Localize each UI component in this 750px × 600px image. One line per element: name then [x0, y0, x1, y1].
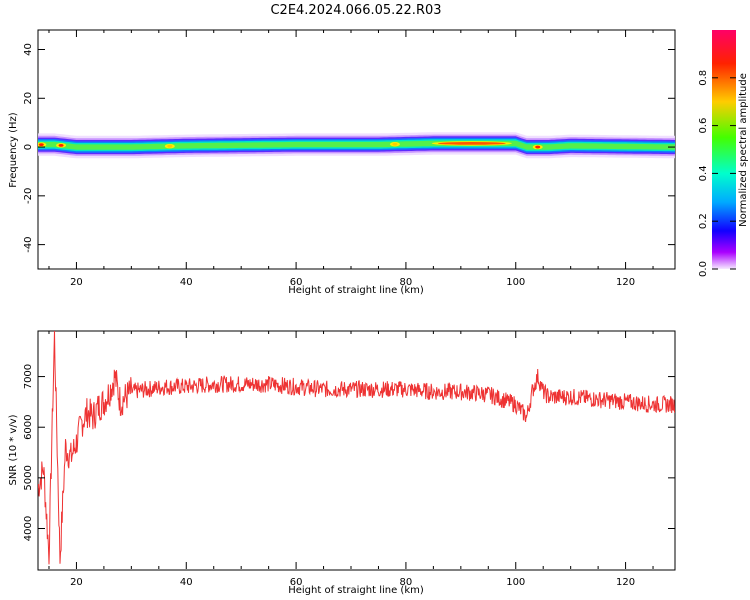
snr-ytick-label: 5000: [23, 465, 34, 490]
snr-series-line: [38, 331, 675, 565]
snr-ytick-label: 6000: [23, 414, 34, 439]
snr-frame: [37, 330, 676, 571]
colorbar: 0.0 0.2 0.4 0.6 0.8 Normalized spectral ampl…: [698, 30, 749, 277]
snr-xtick-label: 60: [290, 577, 303, 588]
spectrogram-ytick-label: 40: [23, 43, 34, 56]
spectrogram-xlabel: Height of straight line (km): [288, 285, 424, 296]
colorbar-tick-label: 0.0: [698, 261, 709, 277]
snr-ytick-label: 4000: [23, 516, 34, 541]
snr-xtick-label: 100: [506, 577, 525, 588]
spectrogram-xtick-label: 100: [506, 277, 525, 288]
spectrogram-ytick-label: 20: [23, 92, 34, 105]
colorbar-label: Normalized spectral amplitude: [738, 73, 749, 227]
colorbar-tick-label: 0.6: [698, 118, 709, 134]
snr-panel: 20 40 60 80 100 120 4000 5000 6000 7000 Height of…: [8, 330, 676, 596]
colorbar-tick-label: 0.4: [698, 165, 709, 181]
snr-xtick-label: 80: [400, 577, 413, 588]
spectrogram-xtick-label: 60: [290, 277, 303, 288]
spectrogram-hotspot: [392, 142, 398, 146]
snr-xtick-label: 120: [616, 577, 635, 588]
snr-xlabel: Height of straight line (km): [288, 585, 424, 596]
spectrogram-hotspot: [437, 142, 506, 145]
snr-ytick-label: 7000: [23, 364, 34, 389]
spectrogram-hotspot: [58, 143, 64, 147]
spectrogram-ytick-label: -20: [23, 188, 34, 204]
spectrogram-hotspot: [38, 143, 44, 147]
spectrogram-hotspot: [167, 144, 173, 148]
colorbar-tick-label: 0.2: [698, 213, 709, 229]
spectrogram-xtick-label: 40: [180, 277, 193, 288]
spectrogram-xtick-label: 20: [70, 277, 83, 288]
spectrogram-hotspot: [535, 145, 541, 149]
spectrogram-ylabel: Frequency (Hz): [8, 112, 19, 188]
snr-ylabel: SNR (10 * v/v): [8, 414, 19, 485]
colorbar-gradient: [712, 30, 736, 269]
spectrogram-ytick-label: 0: [23, 144, 34, 150]
snr-xtick-label: 20: [70, 577, 83, 588]
spectrogram-xtick-label: 120: [616, 277, 635, 288]
spectrogram-band-layer: [38, 140, 675, 150]
spectrogram-ytick-label: -40: [23, 236, 34, 252]
snr-xtick-label: 40: [180, 577, 193, 588]
spectrogram-xtick-label: 80: [400, 277, 413, 288]
colorbar-tick-label: 0.8: [698, 70, 709, 86]
figure-title: C2E4.2024.066.05.22.R03: [270, 3, 441, 18]
spectrogram-panel: 20 40 60 80 100 120 -40 -20 0 20 40 Height of stra…: [8, 29, 676, 296]
